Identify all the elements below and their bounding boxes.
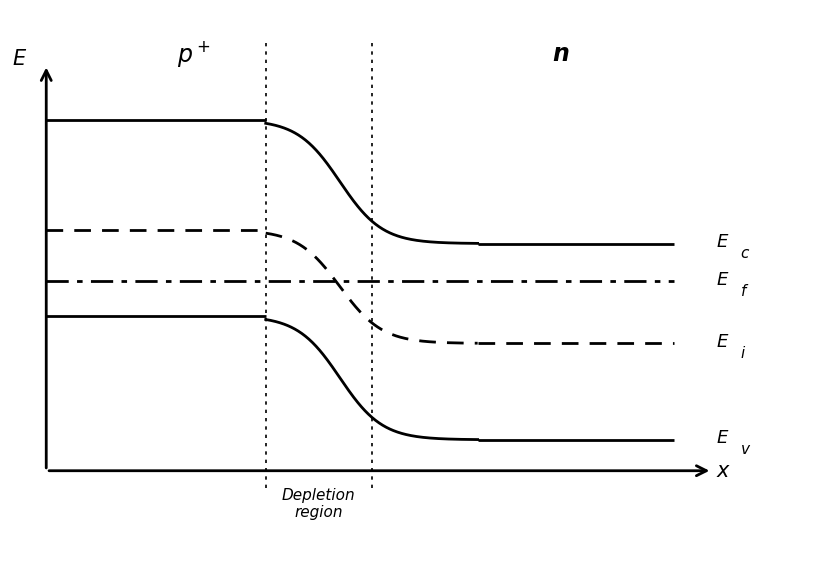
- Text: $\boldsymbol{n}$: $\boldsymbol{n}$: [552, 42, 570, 67]
- Text: $c$: $c$: [740, 245, 750, 261]
- Text: $E$: $E$: [716, 429, 729, 447]
- Text: $E$: $E$: [716, 233, 729, 251]
- Text: $f$: $f$: [740, 283, 749, 299]
- Text: Depletion
region: Depletion region: [282, 488, 355, 521]
- Text: $E$: $E$: [716, 271, 729, 289]
- Text: $i$: $i$: [740, 345, 747, 361]
- Text: $v$: $v$: [740, 442, 752, 457]
- Text: $\boldsymbol{p^+}$: $\boldsymbol{p^+}$: [177, 39, 211, 69]
- Text: $E$: $E$: [716, 333, 729, 351]
- Text: $x$: $x$: [716, 461, 731, 481]
- Text: $E$: $E$: [12, 49, 28, 69]
